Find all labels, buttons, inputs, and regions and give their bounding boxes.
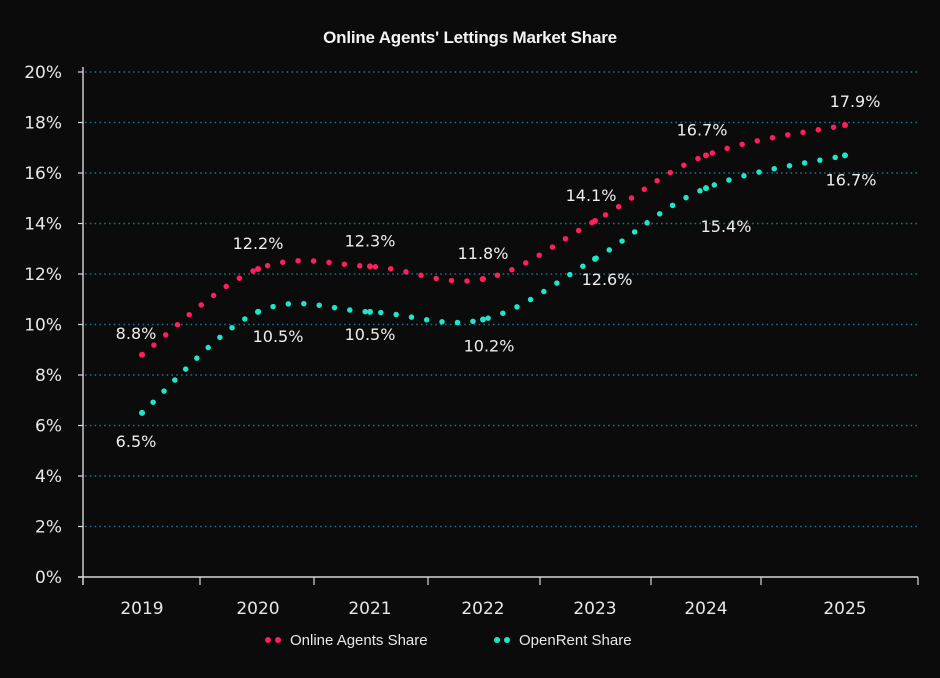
data-point-openrent-share — [255, 308, 261, 315]
y-axis-ticks: 0% 2% 4% 6% 8% 10% 12% 14% 16% 18% 20% — [24, 63, 83, 588]
data-labels: 8.8% 12.2% 12.3% 11.8% 14.1% 16.7% 17.9% 6.5% 10… — [116, 92, 881, 451]
data-point-online-agents-share — [139, 351, 145, 358]
legend-marker — [275, 637, 281, 643]
x-tick-label: 2019 — [120, 599, 163, 619]
y-tick-label: 18% — [24, 114, 62, 134]
x-tick-label: 2024 — [684, 599, 727, 619]
legend-label: Online Agents Share — [290, 632, 428, 649]
y-tick-label: 0% — [35, 568, 62, 588]
legend-marker — [494, 637, 500, 643]
y-tick-label: 6% — [35, 417, 62, 437]
legend-item-openrent-share: OpenRent Share — [494, 632, 632, 649]
series-group — [139, 122, 848, 416]
gridlines — [85, 71, 918, 528]
x-tick-label: 2023 — [573, 599, 616, 619]
y-tick-label: 10% — [24, 316, 62, 336]
y-tick-label: 20% — [24, 63, 62, 83]
data-point-openrent-share — [703, 185, 709, 192]
data-point-online-agents-share — [367, 263, 373, 270]
x-tick-label: 2021 — [348, 599, 391, 619]
data-point-openrent-share — [367, 308, 373, 315]
y-tick-label: 12% — [24, 265, 62, 285]
legend-item-online-agents-share: Online Agents Share — [265, 632, 428, 649]
data-point-online-agents-share — [592, 217, 598, 224]
y-tick-label: 4% — [35, 467, 62, 487]
data-label-openrent-share: 10.5% — [253, 327, 304, 346]
x-tick-label: 2025 — [823, 599, 866, 619]
legend-marker — [265, 637, 271, 643]
data-point-openrent-share — [139, 409, 145, 416]
data-label-online-agents-share: 17.9% — [830, 92, 881, 111]
axes — [78, 67, 918, 585]
chart-title: Online Agents' Lettings Market Share — [323, 28, 617, 47]
data-label-openrent-share: 10.5% — [345, 325, 396, 344]
legend-marker — [504, 637, 510, 643]
data-label-online-agents-share: 12.3% — [345, 231, 396, 250]
x-tick-label: 2022 — [461, 599, 504, 619]
legend-label: OpenRent Share — [519, 632, 632, 649]
data-point-openrent-share — [592, 255, 598, 262]
data-label-openrent-share: 16.7% — [826, 170, 877, 189]
data-label-openrent-share: 6.5% — [116, 432, 157, 451]
y-tick-label: 16% — [24, 164, 62, 184]
y-tick-label: 2% — [35, 518, 62, 538]
data-point-online-agents-share — [703, 152, 709, 159]
data-point-openrent-share — [480, 316, 486, 323]
data-label-openrent-share: 15.4% — [701, 217, 752, 236]
legend: Online Agents Share OpenRent Share — [265, 632, 632, 649]
data-label-online-agents-share: 14.1% — [566, 186, 617, 205]
data-point-openrent-share — [842, 152, 848, 159]
data-label-online-agents-share: 11.8% — [458, 244, 509, 263]
y-tick-label: 8% — [35, 366, 62, 386]
data-label-online-agents-share: 12.2% — [233, 234, 284, 253]
data-label-openrent-share: 12.6% — [582, 270, 633, 289]
data-label-online-agents-share: 8.8% — [116, 324, 157, 343]
data-label-online-agents-share: 16.7% — [677, 120, 728, 139]
x-axis-ticks: 2019 2020 2021 2022 2023 2024 2025 — [82, 577, 919, 619]
x-tick-label: 2020 — [236, 599, 279, 619]
data-point-online-agents-share — [255, 265, 261, 272]
data-point-online-agents-share — [480, 276, 486, 283]
data-point-online-agents-share — [842, 122, 848, 129]
y-tick-label: 14% — [24, 215, 62, 235]
data-label-openrent-share: 10.2% — [464, 336, 515, 355]
